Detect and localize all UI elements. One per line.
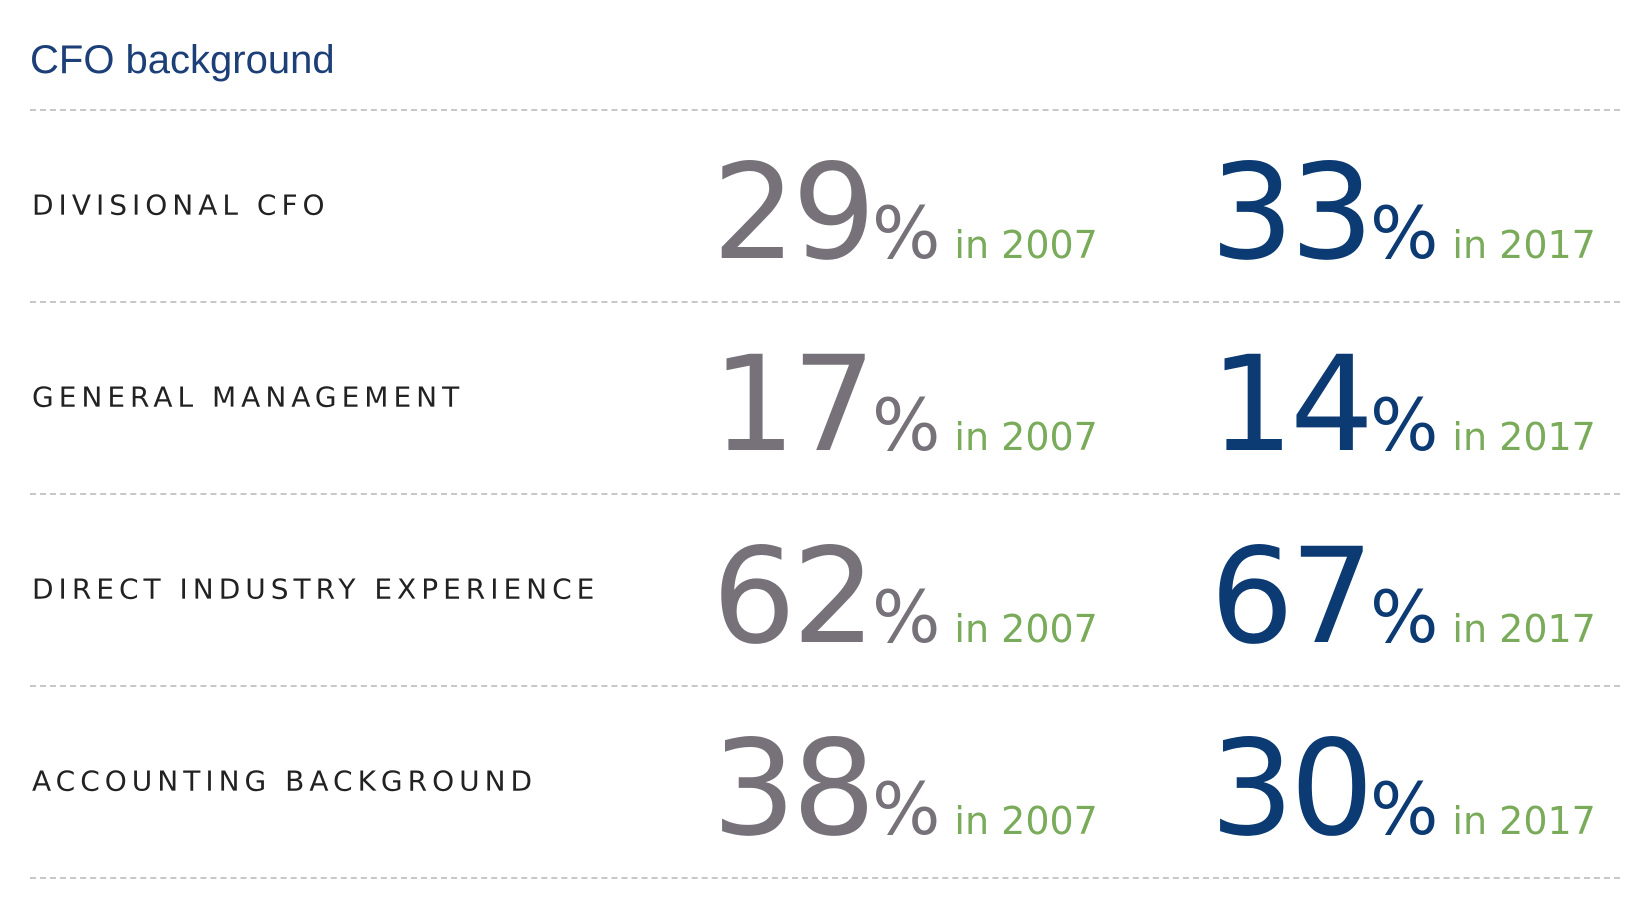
stat-value: 38 — [712, 712, 876, 866]
stat-year: in 2007 — [954, 415, 1098, 459]
divider — [30, 877, 1620, 879]
stat-year: in 2017 — [1452, 415, 1596, 459]
stat-year: in 2017 — [1452, 223, 1596, 267]
stat-value: 17 — [712, 328, 876, 482]
stat-unit: % — [872, 575, 941, 659]
stat: 14% in 2017 — [1150, 339, 1596, 471]
stat-value: 30 — [1210, 712, 1374, 866]
stat-value: 33 — [1210, 136, 1374, 290]
divider — [30, 685, 1620, 687]
stat-unit: % — [1370, 191, 1439, 275]
stat-unit: % — [872, 767, 941, 851]
stat: 29% in 2007 — [652, 147, 1098, 279]
stat: 33% in 2017 — [1150, 147, 1596, 279]
divider — [30, 109, 1620, 111]
divider — [30, 493, 1620, 495]
stat: 30% in 2017 — [1150, 723, 1596, 855]
stat-year: in 2007 — [954, 799, 1098, 843]
stat-unit: % — [1370, 575, 1439, 659]
stat-value: 67 — [1210, 520, 1374, 674]
stat-unit: % — [1370, 767, 1439, 851]
stat-year: in 2007 — [954, 607, 1098, 651]
stat-unit: % — [872, 383, 941, 467]
divider — [30, 301, 1620, 303]
stat-value: 14 — [1210, 328, 1374, 482]
title: CFO background — [30, 38, 335, 82]
stat-year: in 2007 — [954, 223, 1098, 267]
stat-year: in 2017 — [1452, 607, 1596, 651]
row-label: ACCOUNTING BACKGROUND — [32, 764, 538, 798]
stat-value: 29 — [712, 136, 876, 290]
row-label: DIRECT INDUSTRY EXPERIENCE — [32, 572, 600, 606]
stat-unit: % — [872, 191, 941, 275]
stat: 62% in 2007 — [652, 531, 1098, 663]
stat: 38% in 2007 — [652, 723, 1098, 855]
row-label: GENERAL MANAGEMENT — [32, 380, 465, 414]
stat-unit: % — [1370, 383, 1439, 467]
stat: 17% in 2007 — [652, 339, 1098, 471]
stat-year: in 2017 — [1452, 799, 1596, 843]
row-label: DIVISIONAL CFO — [32, 188, 330, 222]
stat: 67% in 2017 — [1150, 531, 1596, 663]
stat-value: 62 — [712, 520, 876, 674]
